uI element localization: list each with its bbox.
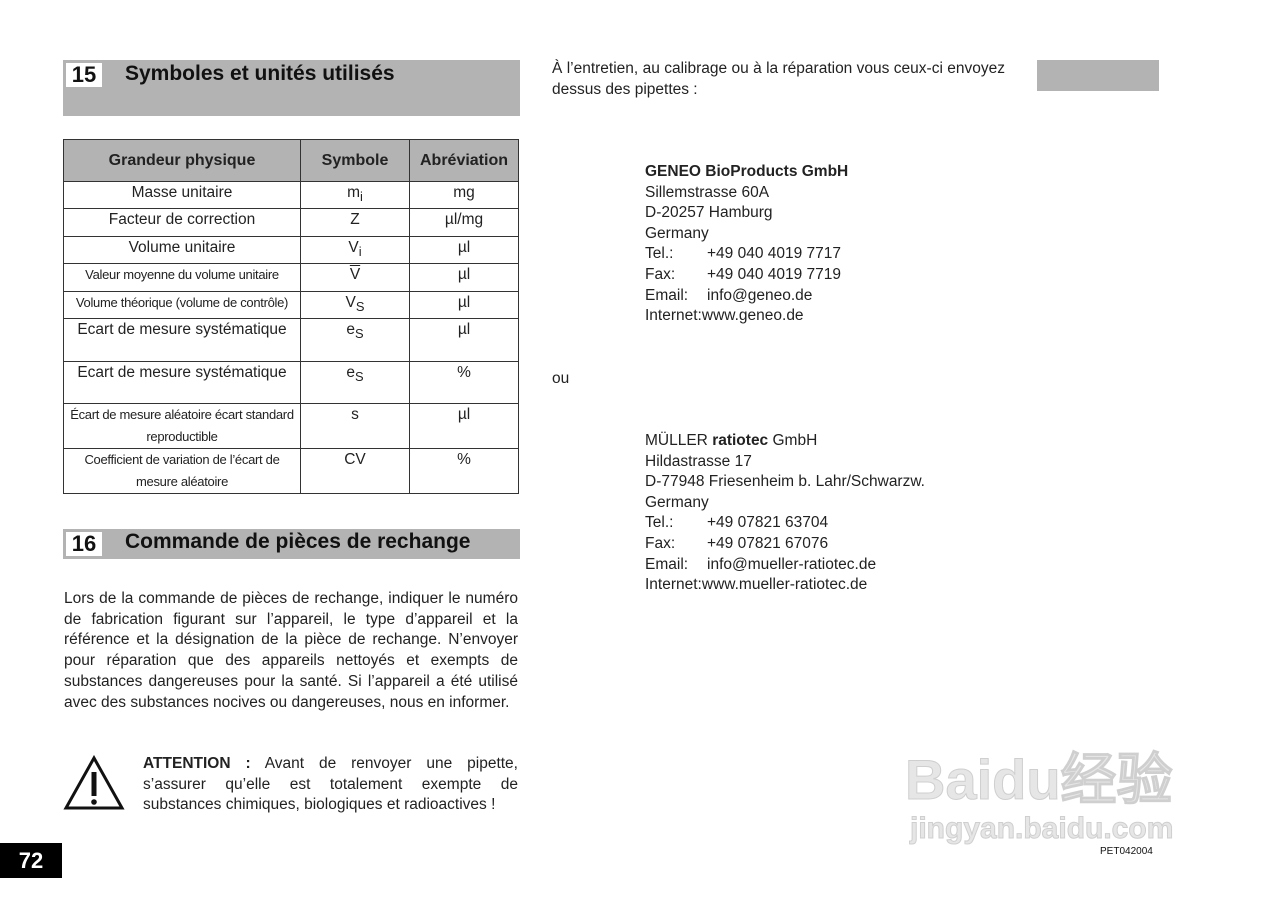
quantity-cell: Masse unitaire xyxy=(63,181,301,209)
quantity-cell: Volume unitaire xyxy=(63,236,301,264)
table-row: Écart de mesure aléatoire écart standard… xyxy=(63,403,519,449)
country: Germany xyxy=(645,224,709,242)
address-mueller: MÜLLER ratiotec GmbH Hildastrasse 17 D-7… xyxy=(645,431,925,596)
header-tab xyxy=(1037,60,1159,91)
company-name: GENEO BioProducts GmbH xyxy=(645,163,849,180)
quantity-cell: Ecart de mesure systématique xyxy=(63,318,301,362)
email[interactable]: info@mueller-ratiotec.de xyxy=(707,555,877,573)
quantity-cell: Facteur de correction xyxy=(63,208,301,237)
quantity-cell: Écart de mesure aléatoire écart standard… xyxy=(63,403,301,449)
column-header: Symbole xyxy=(300,139,410,182)
email-label: Email: xyxy=(645,555,689,573)
section-15-header xyxy=(63,60,520,116)
section-title: Symboles et unités utilisés xyxy=(125,62,395,85)
unit-cell: µl/mg xyxy=(409,208,519,237)
fax: +49 040 4019 7719 xyxy=(707,265,842,283)
service-intro: À l’entretien, au calibrage ou à la répa… xyxy=(552,60,1005,98)
unit-cell: µl xyxy=(409,318,519,362)
symbol-cell: eS xyxy=(300,361,410,404)
fax: +49 07821 67076 xyxy=(707,534,829,552)
website[interactable]: www.geneo.de xyxy=(701,307,804,325)
table-row: Coefficient de variation de l’écart de m… xyxy=(63,448,519,494)
symbol-cell: Z xyxy=(300,208,410,237)
symbol-cell: VS xyxy=(300,291,410,319)
column-header: Grandeur physique xyxy=(63,139,301,182)
or-text: ou xyxy=(552,370,570,387)
address-geneo: GENEO BioProducts GmbH Sillemstrasse 60A… xyxy=(645,162,848,327)
table-row: Ecart de mesure systématique eS% xyxy=(63,361,519,404)
attention-text: Avant de renvoyer une pipette, s’assurer… xyxy=(143,755,518,814)
city: D-20257 Hamburg xyxy=(645,204,773,222)
tel-label: Tel.: xyxy=(645,514,674,532)
section-title: Commande de pièces de rechange xyxy=(125,530,471,553)
attention-label: ATTENTION : xyxy=(143,755,251,772)
quantity-cell: Coefficient de variation de l’écart de m… xyxy=(63,448,301,494)
section-16-header xyxy=(63,529,520,559)
document-code: PET042004 xyxy=(1100,846,1153,857)
page-number: 72 xyxy=(0,843,62,878)
symbol-cell: V xyxy=(300,263,410,292)
unit-cell: µl xyxy=(409,263,519,292)
column-header: Abréviation xyxy=(409,139,519,182)
street: Hildastrasse 17 xyxy=(645,452,752,470)
tel-label: Tel.: xyxy=(645,245,674,263)
website[interactable]: www.mueller-ratiotec.de xyxy=(701,576,868,594)
company-name: MÜLLER ratiotec GmbH xyxy=(645,432,818,449)
baidu-watermark-url: jingyan.baidu.com xyxy=(909,812,1174,846)
unit-cell: µl xyxy=(409,291,519,319)
warning-icon xyxy=(63,755,125,810)
section-number: 16 xyxy=(66,532,102,556)
city: D-77948 Friesenheim b. Lahr/Schwarzw. xyxy=(645,473,925,491)
table-row: Ecart de mesure systématique eS µl xyxy=(63,318,519,362)
unit-cell: mg xyxy=(409,181,519,209)
unit-cell: µl xyxy=(409,403,519,449)
street: Sillemstrasse 60A xyxy=(645,183,770,201)
attention-note: ATTENTION : Avant de renvoyer une pipett… xyxy=(143,754,518,816)
symbol-cell: eS xyxy=(300,318,410,362)
tel: +49 07821 63704 xyxy=(707,514,829,532)
symbol-cell: CV xyxy=(300,448,410,494)
quantity-cell: Ecart de mesure systématique xyxy=(63,361,301,404)
unit-cell: % xyxy=(409,361,519,404)
email-label: Email: xyxy=(645,286,689,304)
table-row: Volume unitaire Vi µl xyxy=(63,236,519,264)
unit-cell: µl xyxy=(409,236,519,264)
quantity-cell: Valeur moyenne du volume unitaire xyxy=(63,263,301,292)
table-row: Masse unitaire mi mg xyxy=(63,181,519,209)
unit-cell: % xyxy=(409,448,519,494)
internet-label: Internet: xyxy=(645,576,702,594)
spare-parts-paragraph: Lors de la commande de pièces de rechang… xyxy=(64,590,518,711)
internet-label: Internet: xyxy=(645,307,702,325)
symbol-cell: mi xyxy=(300,181,410,209)
tel: +49 040 4019 7717 xyxy=(707,245,842,263)
symbols-table: Grandeur physique Symbole Abréviation Ma… xyxy=(63,139,519,494)
symbol-cell: s xyxy=(300,403,410,449)
quantity-cell: Volume théorique (volume de contrôle) xyxy=(63,291,301,319)
fax-label: Fax: xyxy=(645,265,676,283)
country: Germany xyxy=(645,493,709,511)
baidu-watermark-logo: Baidu经验 xyxy=(905,748,1174,812)
fax-label: Fax: xyxy=(645,534,676,552)
table-row: Volume théorique (volume de contrôle) VS µ… xyxy=(63,291,519,319)
email[interactable]: info@geneo.de xyxy=(707,286,813,304)
symbol-cell: Vi xyxy=(300,236,410,264)
section-number: 15 xyxy=(66,63,102,87)
